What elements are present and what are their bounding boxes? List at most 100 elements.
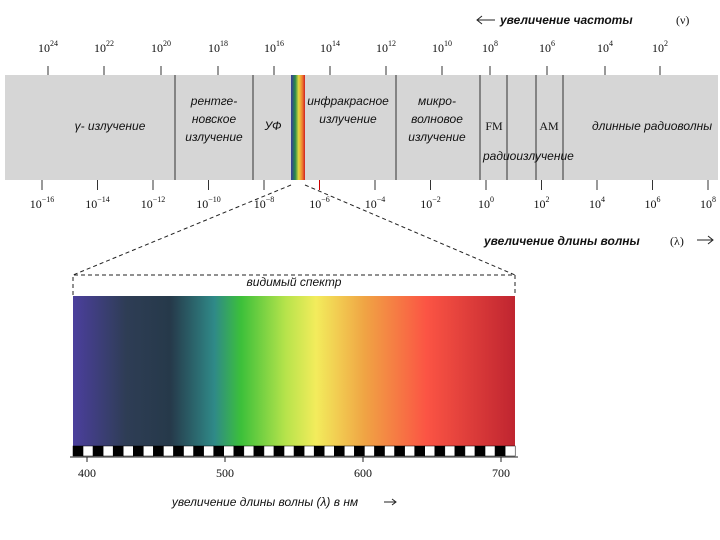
frequency-tick-label: 106 bbox=[539, 39, 555, 55]
wavelength-tick-label: 100 bbox=[478, 195, 494, 211]
band-label: γ- излучение bbox=[75, 119, 146, 133]
tick-exponent: 14 bbox=[332, 39, 340, 48]
band-label: новское bbox=[192, 112, 237, 126]
scale-cell bbox=[424, 445, 436, 457]
scale-cell bbox=[384, 445, 395, 457]
scale-cell bbox=[92, 445, 104, 457]
scale-cell bbox=[324, 445, 335, 457]
frequency-label: увеличение частоты bbox=[499, 13, 633, 27]
tick-exponent: 8 bbox=[712, 195, 716, 204]
scale-cell bbox=[494, 445, 506, 457]
frequency-tick-label: 1012 bbox=[376, 39, 396, 55]
tick-exponent: −14 bbox=[97, 195, 110, 204]
nm-tick-label: 500 bbox=[216, 466, 234, 480]
visible-bracket bbox=[72, 184, 516, 295]
tick-base: 10 bbox=[196, 197, 208, 211]
wavelength-symbol: (λ) bbox=[670, 234, 684, 248]
radio-label: радиоизлучение bbox=[482, 149, 574, 163]
scale-cell bbox=[203, 445, 214, 457]
scale-cell bbox=[263, 445, 275, 457]
tick-base: 10 bbox=[700, 197, 712, 211]
visible-spectrum bbox=[73, 296, 515, 446]
scale-cell bbox=[414, 445, 426, 457]
nm-scale bbox=[72, 445, 516, 457]
tick-exponent: 12 bbox=[388, 39, 396, 48]
tick-exponent: 22 bbox=[106, 39, 114, 48]
nm-tick-label: 600 bbox=[354, 466, 372, 480]
frequency-tick-label: 1010 bbox=[432, 39, 452, 55]
visible-title: видимый спектр bbox=[247, 275, 342, 289]
band-label: длинные радиоволны bbox=[592, 119, 712, 133]
tick-base: 10 bbox=[652, 41, 664, 55]
band-label: излучение bbox=[408, 130, 466, 144]
scale-cell bbox=[143, 445, 154, 457]
scale-cell bbox=[364, 445, 375, 457]
tick-exponent: −16 bbox=[42, 195, 55, 204]
tick-base: 10 bbox=[597, 41, 609, 55]
scale-cell bbox=[112, 445, 124, 457]
scale-cell bbox=[163, 445, 174, 457]
wavelength-tick-label: 10−14 bbox=[85, 195, 110, 211]
tick-base: 10 bbox=[482, 41, 494, 55]
nm-tick-label: 400 bbox=[78, 466, 96, 480]
band-separators bbox=[174, 75, 564, 180]
tick-base: 10 bbox=[151, 41, 163, 55]
tick-exponent: 10 bbox=[444, 39, 452, 48]
frequency-tick-label: 1024 bbox=[38, 39, 58, 55]
scale-cell bbox=[434, 445, 446, 457]
tick-exponent: −6 bbox=[321, 195, 330, 204]
scale-cell bbox=[233, 445, 245, 457]
scale-cell bbox=[444, 445, 456, 457]
wavelength-tick-label: 10−2 bbox=[420, 195, 441, 211]
wavelength-tick-label: 10−8 bbox=[254, 195, 275, 211]
frequency-tick-label: 102 bbox=[652, 39, 668, 55]
scale-cell bbox=[374, 445, 385, 457]
tick-base: 10 bbox=[365, 197, 377, 211]
tick-exponent: 6 bbox=[551, 39, 555, 48]
scale-cell bbox=[334, 445, 345, 457]
tick-base: 10 bbox=[208, 41, 220, 55]
scale-cell bbox=[153, 445, 164, 457]
scale-cell bbox=[173, 445, 184, 457]
band-label: AM bbox=[539, 119, 559, 133]
tick-exponent: −12 bbox=[153, 195, 166, 204]
tick-exponent: −4 bbox=[377, 195, 386, 204]
wavelength-tick-label: 10−10 bbox=[196, 195, 221, 211]
tick-exponent: 0 bbox=[490, 195, 494, 204]
scale-cell bbox=[474, 445, 486, 457]
visible-band bbox=[291, 75, 305, 180]
tick-base: 10 bbox=[376, 41, 388, 55]
scale-cell bbox=[72, 445, 84, 457]
scale-cell bbox=[394, 445, 405, 457]
frequency-tick-label: 1016 bbox=[264, 39, 284, 55]
tick-base: 10 bbox=[309, 197, 321, 211]
tick-base: 10 bbox=[589, 197, 601, 211]
tick-base: 10 bbox=[478, 197, 490, 211]
tick-base: 10 bbox=[254, 197, 266, 211]
frequency-tick-label: 104 bbox=[597, 39, 613, 55]
scale-cell bbox=[133, 445, 144, 457]
wavelength-tick-label: 10−4 bbox=[365, 195, 386, 211]
tick-base: 10 bbox=[645, 197, 657, 211]
frequency-symbol: (ν) bbox=[676, 13, 689, 27]
tick-exponent: 24 bbox=[50, 39, 58, 48]
scale-cell bbox=[213, 445, 224, 457]
tick-base: 10 bbox=[432, 41, 444, 55]
tick-base: 10 bbox=[539, 41, 551, 55]
band-label: микро- bbox=[418, 94, 456, 108]
scale-cell bbox=[354, 445, 365, 457]
tick-base: 10 bbox=[420, 197, 432, 211]
nm-tick-label: 700 bbox=[492, 466, 510, 480]
scale-cell bbox=[504, 445, 516, 457]
frequency-tick-label: 1018 bbox=[208, 39, 228, 55]
scale-cell bbox=[484, 445, 496, 457]
nm-axis-label: увеличение длины волны (λ) в нм bbox=[171, 495, 358, 509]
scale-cell bbox=[283, 445, 295, 457]
frequency-tick-label: 1022 bbox=[94, 39, 114, 55]
tick-base: 10 bbox=[94, 41, 106, 55]
tick-exponent: 4 bbox=[609, 39, 613, 48]
wavelength-tick-label: 10−16 bbox=[30, 195, 55, 211]
band-label: УФ bbox=[263, 119, 282, 133]
scale-cell bbox=[102, 445, 114, 457]
